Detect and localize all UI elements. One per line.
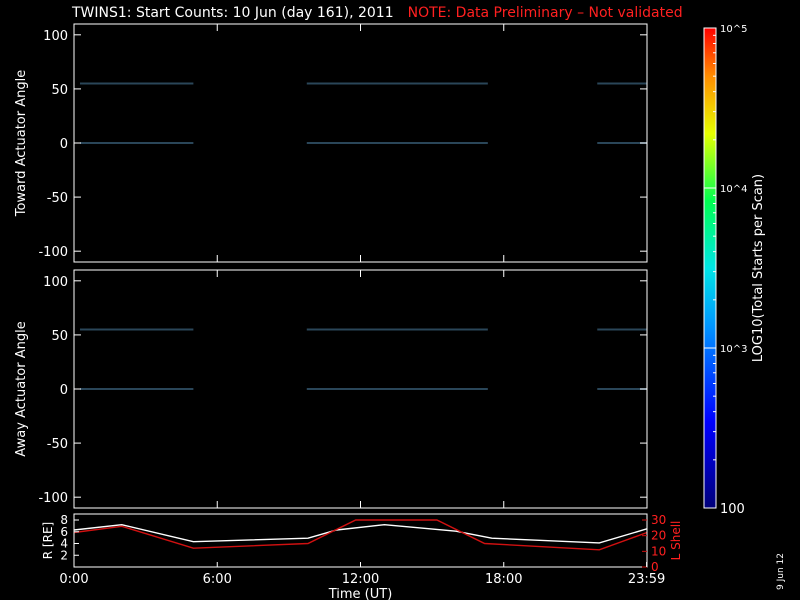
y-right-tick-label: 0 bbox=[651, 560, 659, 574]
angle-striation bbox=[79, 388, 194, 390]
angle-striation bbox=[597, 142, 647, 144]
y-tick-label: 6 bbox=[60, 525, 68, 539]
y-tick-label: 0 bbox=[60, 137, 68, 152]
y-axis-label: Away Actuator Angle bbox=[14, 321, 29, 456]
x-axis-label: Time (UT) bbox=[328, 587, 393, 600]
y-axis-label: Toward Actuator Angle bbox=[14, 70, 29, 217]
r-series-line bbox=[74, 523, 647, 544]
lshell-series-line bbox=[74, 519, 647, 551]
colorbar-label: LOG10(Total Starts per Scan) bbox=[751, 174, 766, 362]
y-axis-label: R [RE] bbox=[41, 522, 55, 559]
y-tick-label: -100 bbox=[38, 491, 68, 506]
y-tick-label: -50 bbox=[47, 191, 68, 206]
y-tick-label: 100 bbox=[43, 275, 68, 290]
x-tick-label: 23:59 bbox=[628, 572, 665, 587]
x-tick-label: 6:00 bbox=[203, 572, 232, 587]
angle-striation bbox=[79, 82, 194, 85]
title-note: NOTE: Data Preliminary – Not validated bbox=[407, 5, 683, 21]
colorbar-tick-label: 10^3 bbox=[720, 344, 747, 355]
y-tick-label: 50 bbox=[51, 329, 68, 344]
y-right-tick-label: 20 bbox=[651, 529, 666, 543]
angle-striation bbox=[306, 388, 488, 390]
y-tick-label: 100 bbox=[43, 29, 68, 44]
angle-striation bbox=[306, 82, 488, 85]
x-tick-label: 12:00 bbox=[342, 572, 379, 587]
y-tick-label: 50 bbox=[51, 83, 68, 98]
y-right-tick-label: 30 bbox=[651, 513, 666, 527]
colorbar-tick-label: 100 bbox=[720, 502, 745, 517]
colorbar-gradient bbox=[703, 27, 717, 509]
y-tick-label: -100 bbox=[38, 245, 68, 260]
data-interval bbox=[79, 82, 194, 144]
angle-striation bbox=[597, 388, 647, 390]
x-tick-label: 0:00 bbox=[59, 572, 88, 587]
x-tick-label: 18:00 bbox=[485, 572, 522, 587]
heatmap-panel-toward: -100 -50 0 50 100 Toward Actuator Angle bbox=[14, 23, 648, 263]
plot-area bbox=[74, 24, 647, 262]
y-tick-label: 0 bbox=[60, 383, 68, 398]
title-main: TWINS1: Start Counts: 10 Jun (day 161), … bbox=[72, 5, 394, 21]
y-tick-label: 2 bbox=[60, 548, 68, 562]
plot-area bbox=[74, 514, 647, 567]
data-interval bbox=[79, 328, 194, 390]
data-interval bbox=[597, 328, 647, 390]
plot-area bbox=[74, 270, 647, 508]
angle-striation bbox=[306, 328, 488, 331]
colorbar-tick-label: 10^4 bbox=[720, 184, 747, 195]
y-right-axis-label: L Shell bbox=[669, 521, 683, 561]
y-tick-label: 8 bbox=[60, 513, 68, 527]
heatmap-panel-away: -100 -50 0 50 100 Away Actuator Angle bbox=[14, 269, 648, 509]
angle-striation bbox=[597, 82, 647, 85]
data-interval bbox=[306, 82, 488, 144]
y-tick-label: 4 bbox=[60, 537, 68, 551]
angle-striation bbox=[597, 328, 647, 331]
y-tick-label: -50 bbox=[47, 437, 68, 452]
colorbar-tick-label: 10^5 bbox=[720, 24, 747, 35]
angle-striation bbox=[79, 142, 194, 144]
data-interval bbox=[597, 82, 647, 144]
chart-title: TWINS1: Start Counts: 10 Jun (day 161), … bbox=[72, 5, 683, 21]
colorbar: 100 10^3 10^4 10^5 LOG10(Total Starts per Sc… bbox=[703, 24, 766, 517]
y-right-tick-label: 10 bbox=[651, 544, 666, 558]
angle-striation bbox=[79, 328, 194, 331]
angle-striation bbox=[306, 142, 488, 144]
data-interval bbox=[306, 328, 488, 390]
